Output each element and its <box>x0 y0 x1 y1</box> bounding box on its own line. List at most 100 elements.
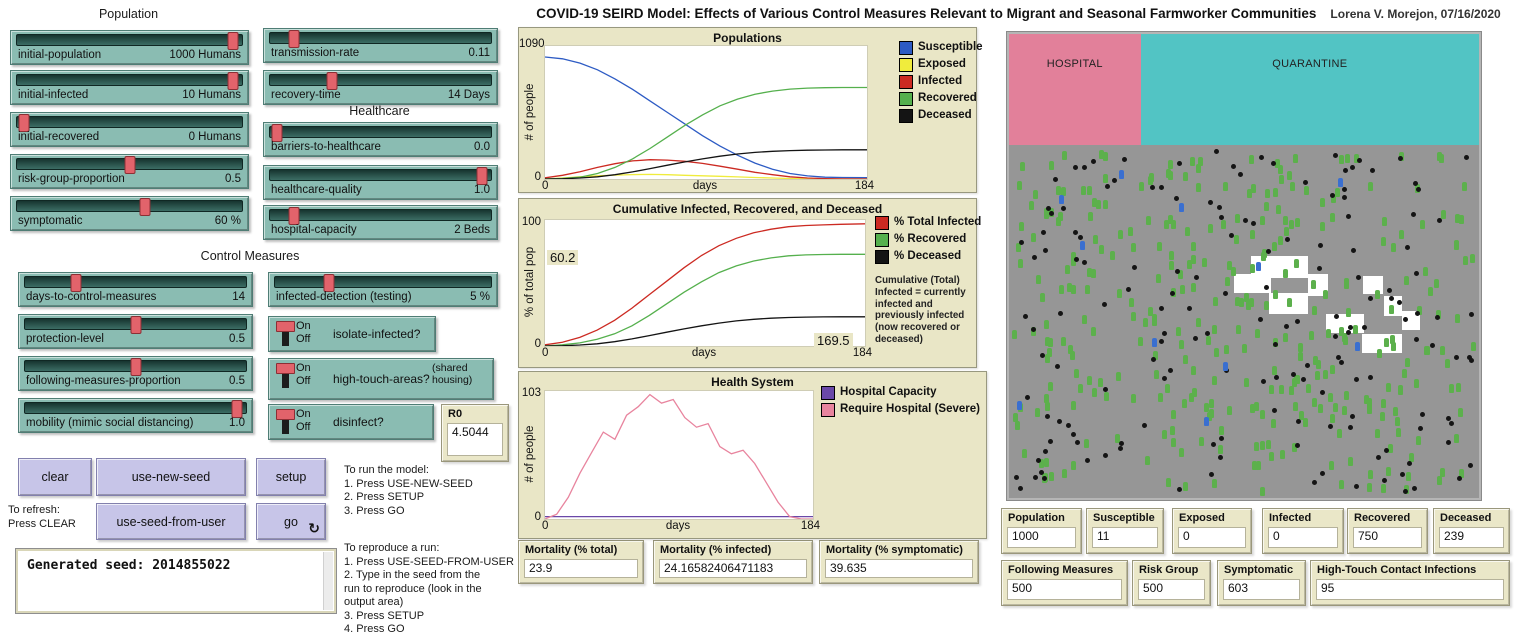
slider-track[interactable] <box>269 72 492 90</box>
slider-track[interactable] <box>269 167 492 185</box>
deceased-agent <box>1270 160 1276 166</box>
slider-track[interactable] <box>24 316 247 334</box>
recovered-agent <box>1312 398 1318 408</box>
slider-handle[interactable] <box>124 156 135 174</box>
slider-handle[interactable] <box>231 400 243 418</box>
slider-track[interactable] <box>16 114 243 132</box>
recovered-agent <box>1099 150 1105 160</box>
slider-value: 2 Beds <box>454 224 490 236</box>
slider-barriers-to-healthcare[interactable]: barriers-to-healthcare 0.0 <box>263 122 498 157</box>
slider-initial-infected[interactable]: initial-infected 10 Humans <box>10 70 249 105</box>
recovered-agent <box>1459 214 1465 224</box>
slider-handle[interactable] <box>130 358 141 376</box>
slider-track[interactable] <box>269 207 492 225</box>
use-seed-from-user-button[interactable]: use-seed-from-user <box>96 503 246 540</box>
legend-label: Deceased <box>918 109 972 121</box>
slider-track[interactable] <box>269 124 492 142</box>
world-view[interactable]: HOSPITAL QUARANTINE <box>1006 31 1482 501</box>
switch-track[interactable] <box>282 412 289 434</box>
slider-recovery-time[interactable]: recovery-time 14 Days <box>263 70 498 105</box>
monitor-value: 0 <box>1178 527 1246 548</box>
recovered-agent <box>1084 438 1090 448</box>
slider-handle[interactable] <box>288 207 300 225</box>
monitor-label: Exposed <box>1179 512 1225 524</box>
slider-handle[interactable] <box>326 72 338 90</box>
switch-track[interactable] <box>282 324 289 346</box>
slider-handle[interactable] <box>139 198 151 216</box>
slider-track[interactable] <box>24 358 247 376</box>
y-tick-label: 103 <box>521 386 541 399</box>
slider-protection-level[interactable]: protection-level 0.5 <box>18 314 253 349</box>
slider-track[interactable] <box>16 156 243 174</box>
slider-handle[interactable] <box>18 114 30 132</box>
slider-track[interactable] <box>269 30 492 48</box>
slider-handle[interactable] <box>70 274 82 292</box>
clear-button[interactable]: clear <box>18 458 92 496</box>
deceased-agent <box>1355 274 1361 280</box>
chart-x-axis-label: days <box>665 520 691 532</box>
recovered-agent <box>1390 342 1396 352</box>
deceased-agent <box>1381 477 1387 483</box>
slider-following-measures-proportion[interactable]: following-measures-proportion 0.5 <box>18 356 253 391</box>
slider-track[interactable] <box>16 72 243 90</box>
recovered-agent <box>1030 232 1036 242</box>
slider-symptomatic[interactable]: symptomatic 60 % <box>10 196 249 231</box>
slider-days-to-control-measures[interactable]: days-to-control-measures 14 <box>18 272 253 307</box>
monitor-symptomatic: Symptomatic 603 <box>1217 560 1306 606</box>
slider-handle[interactable] <box>476 167 488 185</box>
recovered-agent <box>1074 368 1080 378</box>
legend-swatch <box>875 250 889 264</box>
switch-disinfect[interactable]: On Off disinfect? <box>268 404 434 440</box>
slider-handle[interactable] <box>288 30 300 48</box>
monitor-value: 4.5044 <box>447 423 503 456</box>
slider-track[interactable] <box>24 274 247 292</box>
slider-initial-recovered[interactable]: initial-recovered 0 Humans <box>10 112 249 147</box>
legend-swatch <box>899 58 913 72</box>
slider-handle[interactable] <box>271 124 283 142</box>
slider-healthcare-quality[interactable]: healthcare-quality 1.0 <box>263 165 498 200</box>
slider-track[interactable] <box>16 198 243 216</box>
slider-risk-group-proportion[interactable]: risk-group-proportion 0.5 <box>10 154 249 189</box>
recovered-agent <box>1212 325 1218 335</box>
slider-track[interactable] <box>16 32 243 50</box>
switch-knob[interactable] <box>276 363 295 374</box>
slider-handle[interactable] <box>227 72 239 90</box>
recovered-agent <box>1328 393 1334 403</box>
slider-initial-population[interactable]: initial-population 1000 Humans <box>10 30 249 65</box>
recovered-agent <box>1309 331 1315 341</box>
use-new-seed-button[interactable]: use-new-seed <box>96 458 246 496</box>
slider-infected-detection-testing[interactable]: infected-detection (testing) 5 % <box>268 272 498 307</box>
recovered-agent <box>1241 343 1247 353</box>
page-title: COVID-19 SEIRD Model: Effects of Various… <box>505 5 1532 23</box>
slider-transmission-rate[interactable]: transmission-rate 0.11 <box>263 28 498 63</box>
output-area[interactable]: Generated seed: 2014855022 <box>15 548 337 614</box>
slider-track[interactable] <box>274 274 492 292</box>
susceptible-agent <box>1179 203 1185 213</box>
go-button[interactable]: go ↻ <box>256 503 326 540</box>
recovered-agent <box>1168 214 1174 224</box>
recovered-agent <box>1015 421 1021 431</box>
switch-isolate-infected[interactable]: On Off isolate-infected? <box>268 316 436 352</box>
deceased-agent <box>1264 284 1270 290</box>
switch-knob[interactable] <box>276 321 295 332</box>
switch-track[interactable] <box>282 366 289 388</box>
recovered-agent <box>1048 382 1054 391</box>
slider-track[interactable] <box>24 400 247 418</box>
slider-handle[interactable] <box>323 274 335 292</box>
recovered-agent <box>1402 368 1408 378</box>
legend-item: % Total Infected <box>875 216 981 230</box>
recovered-agent <box>1175 326 1181 336</box>
recovered-agent <box>1270 418 1276 428</box>
recovered-agent <box>1161 430 1167 440</box>
slider-handle[interactable] <box>227 32 239 50</box>
setup-button[interactable]: setup <box>256 458 326 496</box>
switch-high-touch-areas[interactable]: On Off high-touch-areas? (shared housing) <box>268 358 494 400</box>
switch-knob[interactable] <box>276 409 295 420</box>
recovered-agent <box>1227 261 1233 271</box>
slider-handle[interactable] <box>130 316 141 334</box>
monitor-value: 95 <box>1316 579 1504 600</box>
slider-hospital-capacity[interactable]: hospital-capacity 2 Beds <box>263 205 498 240</box>
recovered-agent <box>1254 329 1260 338</box>
recovered-agent <box>1081 314 1087 324</box>
slider-mobility-mimic-social-distancing[interactable]: mobility (mimic social distancing) 1.0 <box>18 398 253 433</box>
